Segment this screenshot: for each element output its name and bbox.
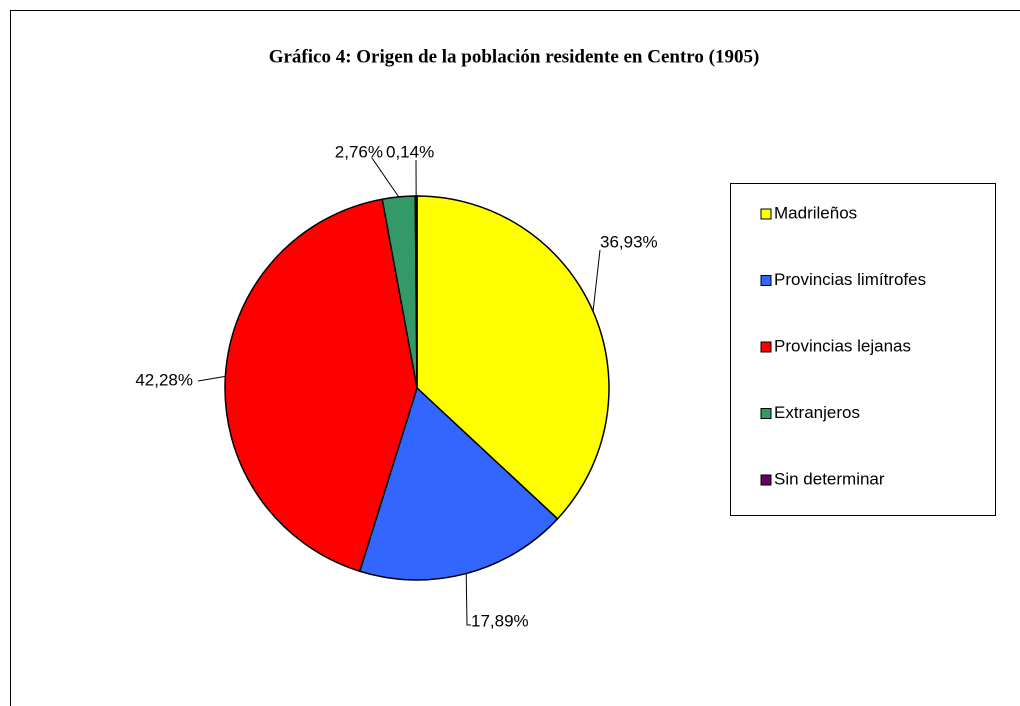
legend-swatch xyxy=(760,275,772,286)
chart-title: Gráfico 4: Origen de la población reside… xyxy=(269,46,760,67)
pie-slice xyxy=(358,386,559,581)
legend-swatch xyxy=(760,408,772,419)
leader-line xyxy=(197,375,226,382)
legend-box xyxy=(730,183,996,516)
pie-slice xyxy=(224,198,418,573)
leader-line xyxy=(371,157,400,198)
legend-label: Madrileños xyxy=(774,203,857,222)
data-label: 2,76% xyxy=(335,142,383,161)
legend-label: Sin determinar xyxy=(774,469,885,488)
pie-slice xyxy=(416,195,610,520)
leader-line xyxy=(592,249,601,312)
legend-label: Extranjeros xyxy=(774,403,860,422)
legend-swatch xyxy=(760,474,772,486)
legend-swatch xyxy=(760,341,772,353)
legend-label: Provincias limítrofes xyxy=(774,270,926,289)
data-label: 42,28% xyxy=(135,370,193,389)
chart-frame xyxy=(10,10,1020,706)
legend-swatch xyxy=(760,208,772,220)
leader-line xyxy=(465,573,471,626)
data-label: 17,89% xyxy=(471,611,529,630)
data-label: 0,14% xyxy=(386,142,434,161)
legend-label: Provincias lejanas xyxy=(774,336,911,355)
data-label: 36,93% xyxy=(600,232,658,251)
